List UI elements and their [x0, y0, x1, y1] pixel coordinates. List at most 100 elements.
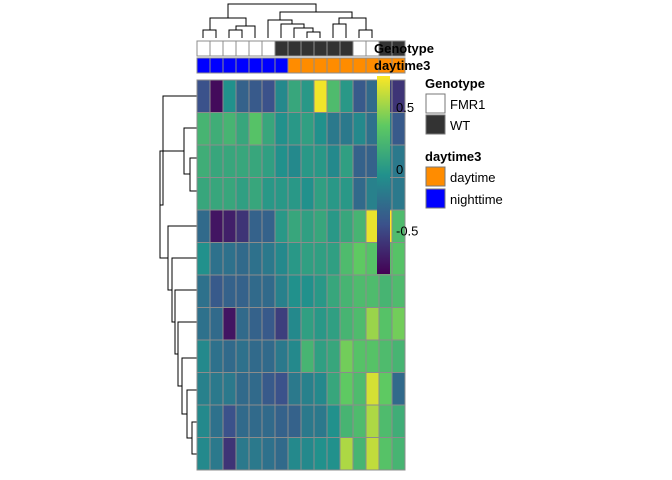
heatmap-cell — [391, 177, 406, 211]
heatmap-cell — [339, 372, 354, 406]
heatmap-cell — [313, 177, 328, 211]
heatmap-cell — [339, 404, 354, 438]
heatmap-cell — [300, 79, 315, 113]
heatmap-cell — [209, 209, 224, 243]
heatmap-cell — [196, 307, 211, 341]
heatmap-cell — [248, 177, 263, 211]
heatmap-cell — [339, 274, 354, 308]
heatmap-cell — [352, 404, 367, 438]
heatmap-cell — [313, 144, 328, 178]
heatmap-cell — [326, 177, 341, 211]
heatmap-cell — [274, 339, 289, 373]
heatmap-cell — [235, 242, 250, 276]
heatmap-cell — [326, 112, 341, 146]
heatmap-cell — [274, 274, 289, 308]
daytime3-row-label: daytime3 — [374, 58, 430, 73]
legend-label-wt: WT — [450, 118, 470, 133]
daytime3-annotation-row — [196, 57, 406, 74]
heatmap-cell — [313, 79, 328, 113]
heatmap-cell — [365, 339, 380, 373]
daytime3-legend: daytime3 daytime nighttime — [425, 149, 503, 209]
heatmap-cell — [209, 437, 224, 471]
heatmap-cell — [235, 404, 250, 438]
heatmap-cell — [261, 437, 276, 471]
heatmap-cell — [235, 112, 250, 146]
heatmap-cell — [300, 274, 315, 308]
heatmap-cell — [391, 339, 406, 373]
genotype-annotation-cell — [313, 40, 328, 57]
heatmap-cell — [274, 307, 289, 341]
heatmap-cell — [287, 339, 302, 373]
heatmap-cell — [235, 372, 250, 406]
heatmap-cell — [339, 307, 354, 341]
genotype-annotation-cell — [352, 40, 367, 57]
heatmap-cell — [378, 437, 393, 471]
heatmap-cell — [274, 144, 289, 178]
heatmap-cell — [222, 404, 237, 438]
heatmap-cell — [248, 437, 263, 471]
heatmap-cell — [287, 437, 302, 471]
heatmap-cell — [274, 437, 289, 471]
legend-swatch-daytime — [425, 166, 446, 187]
heatmap-cell — [352, 242, 367, 276]
heatmap-cell — [222, 177, 237, 211]
heatmap-cell — [352, 372, 367, 406]
heatmap-cell — [235, 274, 250, 308]
heatmap-cell — [196, 372, 211, 406]
genotype-annotation-cell — [339, 40, 354, 57]
heatmap-cell — [209, 404, 224, 438]
heatmap-cell — [248, 112, 263, 146]
heatmap-cell — [261, 112, 276, 146]
heatmap-cell — [196, 209, 211, 243]
legend-label-daytime: daytime — [450, 170, 496, 185]
heatmap-cell — [196, 177, 211, 211]
heatmap-cell — [261, 339, 276, 373]
heatmap-cell — [339, 177, 354, 211]
heatmap-cell — [209, 144, 224, 178]
heatmap-cell — [300, 339, 315, 373]
heatmap-cell — [391, 372, 406, 406]
heatmap-cell — [326, 144, 341, 178]
heatmap-cell — [391, 437, 406, 471]
heatmap-cell — [365, 274, 380, 308]
heatmap-cell — [222, 307, 237, 341]
heatmap-cell — [300, 177, 315, 211]
heatmap-cell — [287, 79, 302, 113]
heatmap-cell — [287, 144, 302, 178]
colorbar-gradient — [377, 76, 390, 274]
heatmap-cell — [196, 437, 211, 471]
daytime3-annotation-cell — [248, 57, 263, 74]
heatmap-cell — [274, 209, 289, 243]
heatmap-cell — [339, 339, 354, 373]
heatmap-cell — [248, 79, 263, 113]
heatmap-cell — [378, 274, 393, 308]
heatmap-cell — [261, 242, 276, 276]
heatmap-cell — [209, 372, 224, 406]
genotype-annotation-cell — [300, 40, 315, 57]
heatmap-cell — [274, 79, 289, 113]
heatmap-cell — [274, 372, 289, 406]
heatmap-cell — [261, 177, 276, 211]
heatmap-cell — [339, 79, 354, 113]
colorbar-tick-label: -0.5 — [396, 224, 418, 239]
heatmap-cell — [222, 339, 237, 373]
genotype-annotation-cell — [235, 40, 250, 57]
heatmap-cell — [313, 242, 328, 276]
heatmap-cell — [261, 274, 276, 308]
heatmap-cell — [326, 242, 341, 276]
heatmap-cell — [222, 372, 237, 406]
heatmap-cell — [326, 307, 341, 341]
heatmap-cell — [352, 437, 367, 471]
heatmap-cell — [196, 274, 211, 308]
heatmap-cell — [313, 437, 328, 471]
heatmap-cell — [313, 307, 328, 341]
heatmap-cell — [222, 274, 237, 308]
genotype-annotation-cell — [248, 40, 263, 57]
heatmap-cell — [248, 372, 263, 406]
heatmap-cell — [261, 144, 276, 178]
heatmap-cell — [209, 274, 224, 308]
heatmap-cell — [274, 112, 289, 146]
heatmap-cell — [300, 242, 315, 276]
heatmap-cell — [326, 437, 341, 471]
colorbar: 0.5 0 -0.5 — [377, 76, 418, 274]
